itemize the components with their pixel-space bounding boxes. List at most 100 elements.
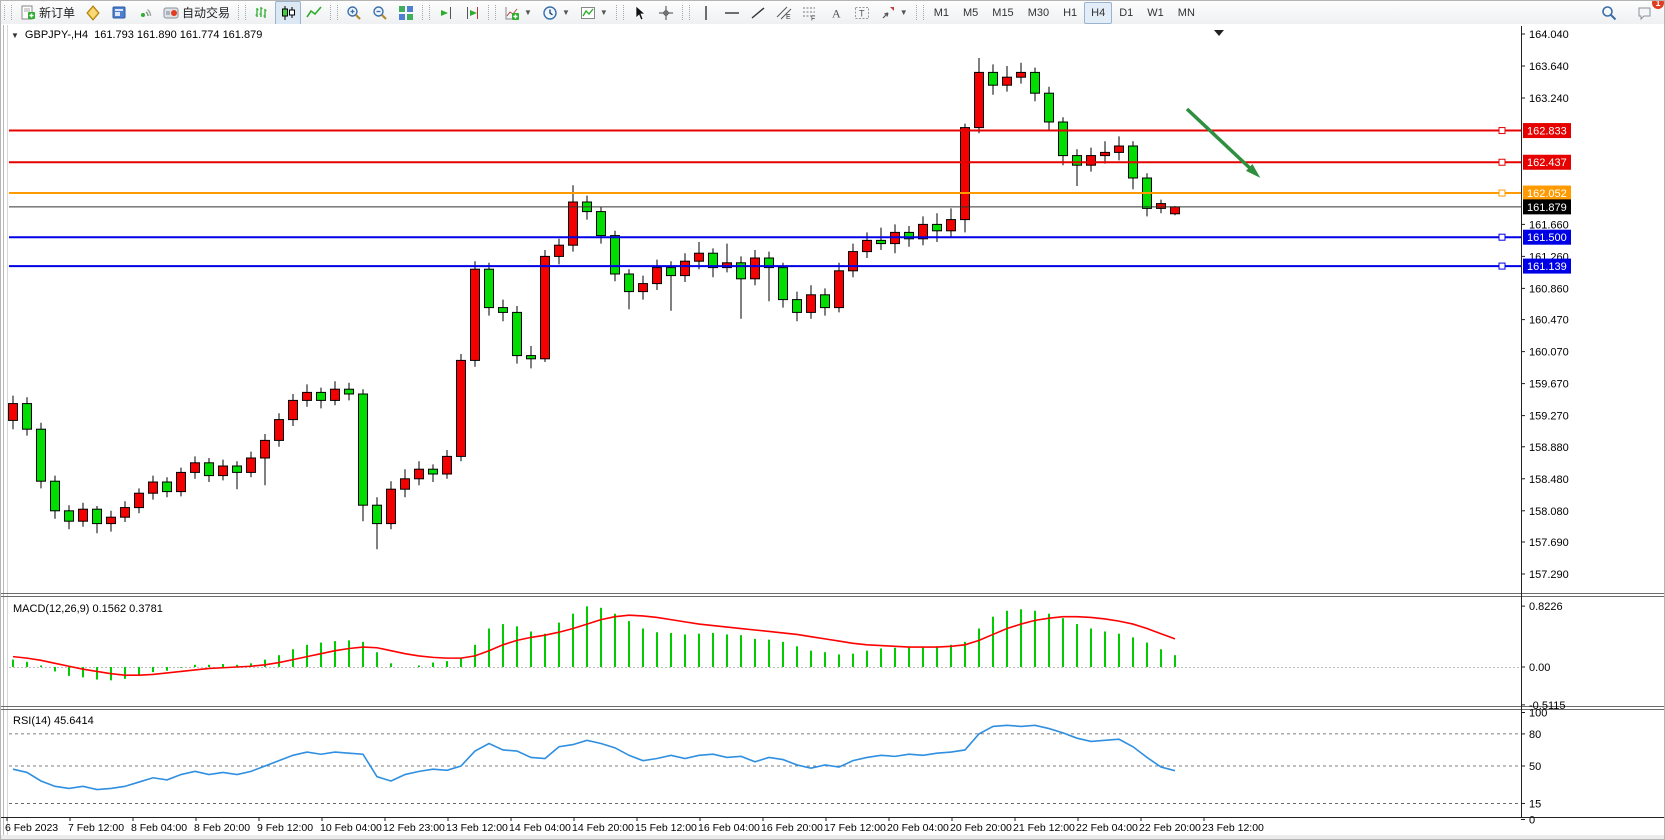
chart-shift-button[interactable]: [459, 1, 485, 25]
candle-bear: [232, 465, 242, 473]
time-tick-label: 16 Feb 20:00: [761, 822, 823, 834]
search-button[interactable]: [1596, 1, 1622, 25]
candle-bull: [834, 270, 844, 309]
candle-bull: [918, 223, 928, 240]
crosshair-icon: [658, 5, 674, 21]
candle-bull: [694, 252, 704, 262]
window-bottom-strip: [1, 835, 1664, 839]
auto-scroll-button[interactable]: [433, 1, 459, 25]
new-order-button[interactable]: 新订单: [15, 1, 80, 25]
line-handle[interactable]: [1498, 158, 1506, 166]
crosshair-button[interactable]: [653, 1, 679, 25]
templates-button[interactable]: ▼: [575, 1, 613, 25]
line-handle[interactable]: [1498, 189, 1506, 197]
market-watch-button[interactable]: [80, 1, 106, 25]
tf-m5-button[interactable]: M5: [963, 6, 979, 19]
signals-button[interactable]: [132, 1, 158, 25]
price-tick-label: 160.860: [1529, 283, 1569, 295]
symbol-dropdown-icon[interactable]: ▼: [11, 30, 19, 40]
indicator-add-icon: [504, 5, 520, 21]
candle-bull: [1156, 203, 1166, 209]
trend-arrow-head: [1246, 164, 1261, 178]
periods-button[interactable]: ▼: [537, 1, 575, 25]
tf-d1-button[interactable]: D1: [1119, 6, 1134, 19]
vertical-line-button[interactable]: [693, 1, 719, 25]
zoom-in-button[interactable]: [341, 1, 367, 25]
time-tick-label: 14 Feb 04:00: [509, 822, 571, 834]
tf-m30-button[interactable]: M30: [1027, 6, 1050, 19]
chat-button[interactable]: 1: [1632, 1, 1664, 25]
hline-badge: [1523, 185, 1571, 201]
chart-canvas[interactable]: 164.040163.640163.240161.660161.260160.8…: [1, 24, 1665, 840]
trend-arrow-line[interactable]: [1185, 107, 1255, 173]
clock-icon: [542, 5, 558, 21]
zoom-out-button[interactable]: [367, 1, 393, 25]
dropdown-arrow-icon[interactable]: ▼: [599, 8, 608, 17]
tf-h4-button[interactable]: H4: [1084, 1, 1113, 24]
toolbar-right: 1: [1596, 1, 1664, 25]
candle-bear: [1058, 121, 1068, 157]
line-chart-button[interactable]: [301, 1, 327, 25]
bid-price-badge: [1523, 199, 1571, 215]
dropdown-arrow-icon[interactable]: ▼: [899, 8, 908, 17]
toolbar-group: [341, 2, 419, 24]
candle-bull: [568, 201, 578, 246]
trendline-button[interactable]: [745, 1, 771, 25]
line-handle[interactable]: [1498, 233, 1506, 241]
tf-m15-button[interactable]: M15: [992, 6, 1014, 19]
price-tick-label: 160.470: [1529, 315, 1569, 327]
chart-window[interactable]: 164.040 163.640 163.240 161.660 161.260 160.8…: [1, 24, 1665, 840]
toolbar-separator: [681, 5, 690, 20]
rsi-line: [12, 724, 1176, 791]
time-axis[interactable]: 6 Feb 2023 7 Feb 12:00 8 Feb 04:00 8 Feb 20…: [5, 817, 1264, 834]
channel-icon: E: [776, 5, 792, 21]
toolbar-separator: [330, 5, 339, 20]
indicators-button[interactable]: ▼: [499, 1, 537, 25]
hline-badge: [1523, 229, 1571, 245]
tf-m1-button[interactable]: M1: [933, 6, 949, 19]
candle-bull: [78, 508, 88, 522]
time-tick-label: 15 Feb 12:00: [635, 822, 697, 834]
hline-icon: [724, 5, 740, 21]
fibonacci-button[interactable]: F: [797, 1, 823, 25]
dropdown-arrow-icon[interactable]: ▼: [524, 8, 532, 17]
cursor-button[interactable]: [627, 1, 653, 25]
candle-bear: [1030, 71, 1040, 94]
equidistant-channel-button[interactable]: E: [771, 1, 797, 25]
toolbar-separator: [422, 5, 431, 20]
data-window-button[interactable]: [106, 1, 132, 25]
candle-bull: [218, 465, 228, 477]
arrows-button[interactable]: ▼: [875, 1, 913, 25]
candle-bull: [246, 457, 256, 473]
chart-title: ▼ GBPJPY-,H4 161.793 161.890 161.774 161…: [11, 29, 262, 41]
text-button[interactable]: A: [823, 1, 849, 25]
macd-axis-label: 0.00: [1529, 662, 1550, 674]
hline-badge-label: 161.500: [1527, 232, 1567, 244]
hline-badge-label: 162.437: [1527, 157, 1567, 169]
price-tick-label: 159.270: [1529, 411, 1569, 423]
horizontal-line-button[interactable]: [719, 1, 745, 25]
tf-h1-button[interactable]: H1: [1063, 6, 1078, 19]
candle-bear: [932, 223, 942, 232]
candle-bear: [344, 388, 354, 395]
bars-icon: [254, 5, 270, 21]
price-axis[interactable]: 164.040163.640163.240161.660161.260160.8…: [1521, 29, 1571, 827]
candlestick-chart-button[interactable]: [275, 1, 302, 25]
bar-chart-button[interactable]: [249, 1, 275, 25]
rsi-axis-label: 15: [1529, 798, 1541, 810]
line-handle[interactable]: [1498, 262, 1506, 270]
tf-mn-button[interactable]: MN: [1177, 6, 1195, 19]
search-icon: [1601, 5, 1617, 21]
candle-bear: [36, 428, 46, 482]
text-label-button[interactable]: T: [849, 1, 875, 25]
autotrading-button[interactable]: 自动交易: [158, 1, 235, 25]
tile-windows-button[interactable]: [393, 1, 419, 25]
autotrading-icon: [163, 5, 179, 21]
chart-shift-marker[interactable]: [1214, 30, 1224, 36]
tf-w1-button[interactable]: W1: [1147, 6, 1164, 19]
dropdown-arrow-icon[interactable]: ▼: [561, 8, 570, 17]
candles-icon: [280, 5, 296, 21]
vline-icon: [698, 5, 714, 21]
candle-bear: [22, 403, 32, 430]
line-handle[interactable]: [1498, 127, 1506, 135]
